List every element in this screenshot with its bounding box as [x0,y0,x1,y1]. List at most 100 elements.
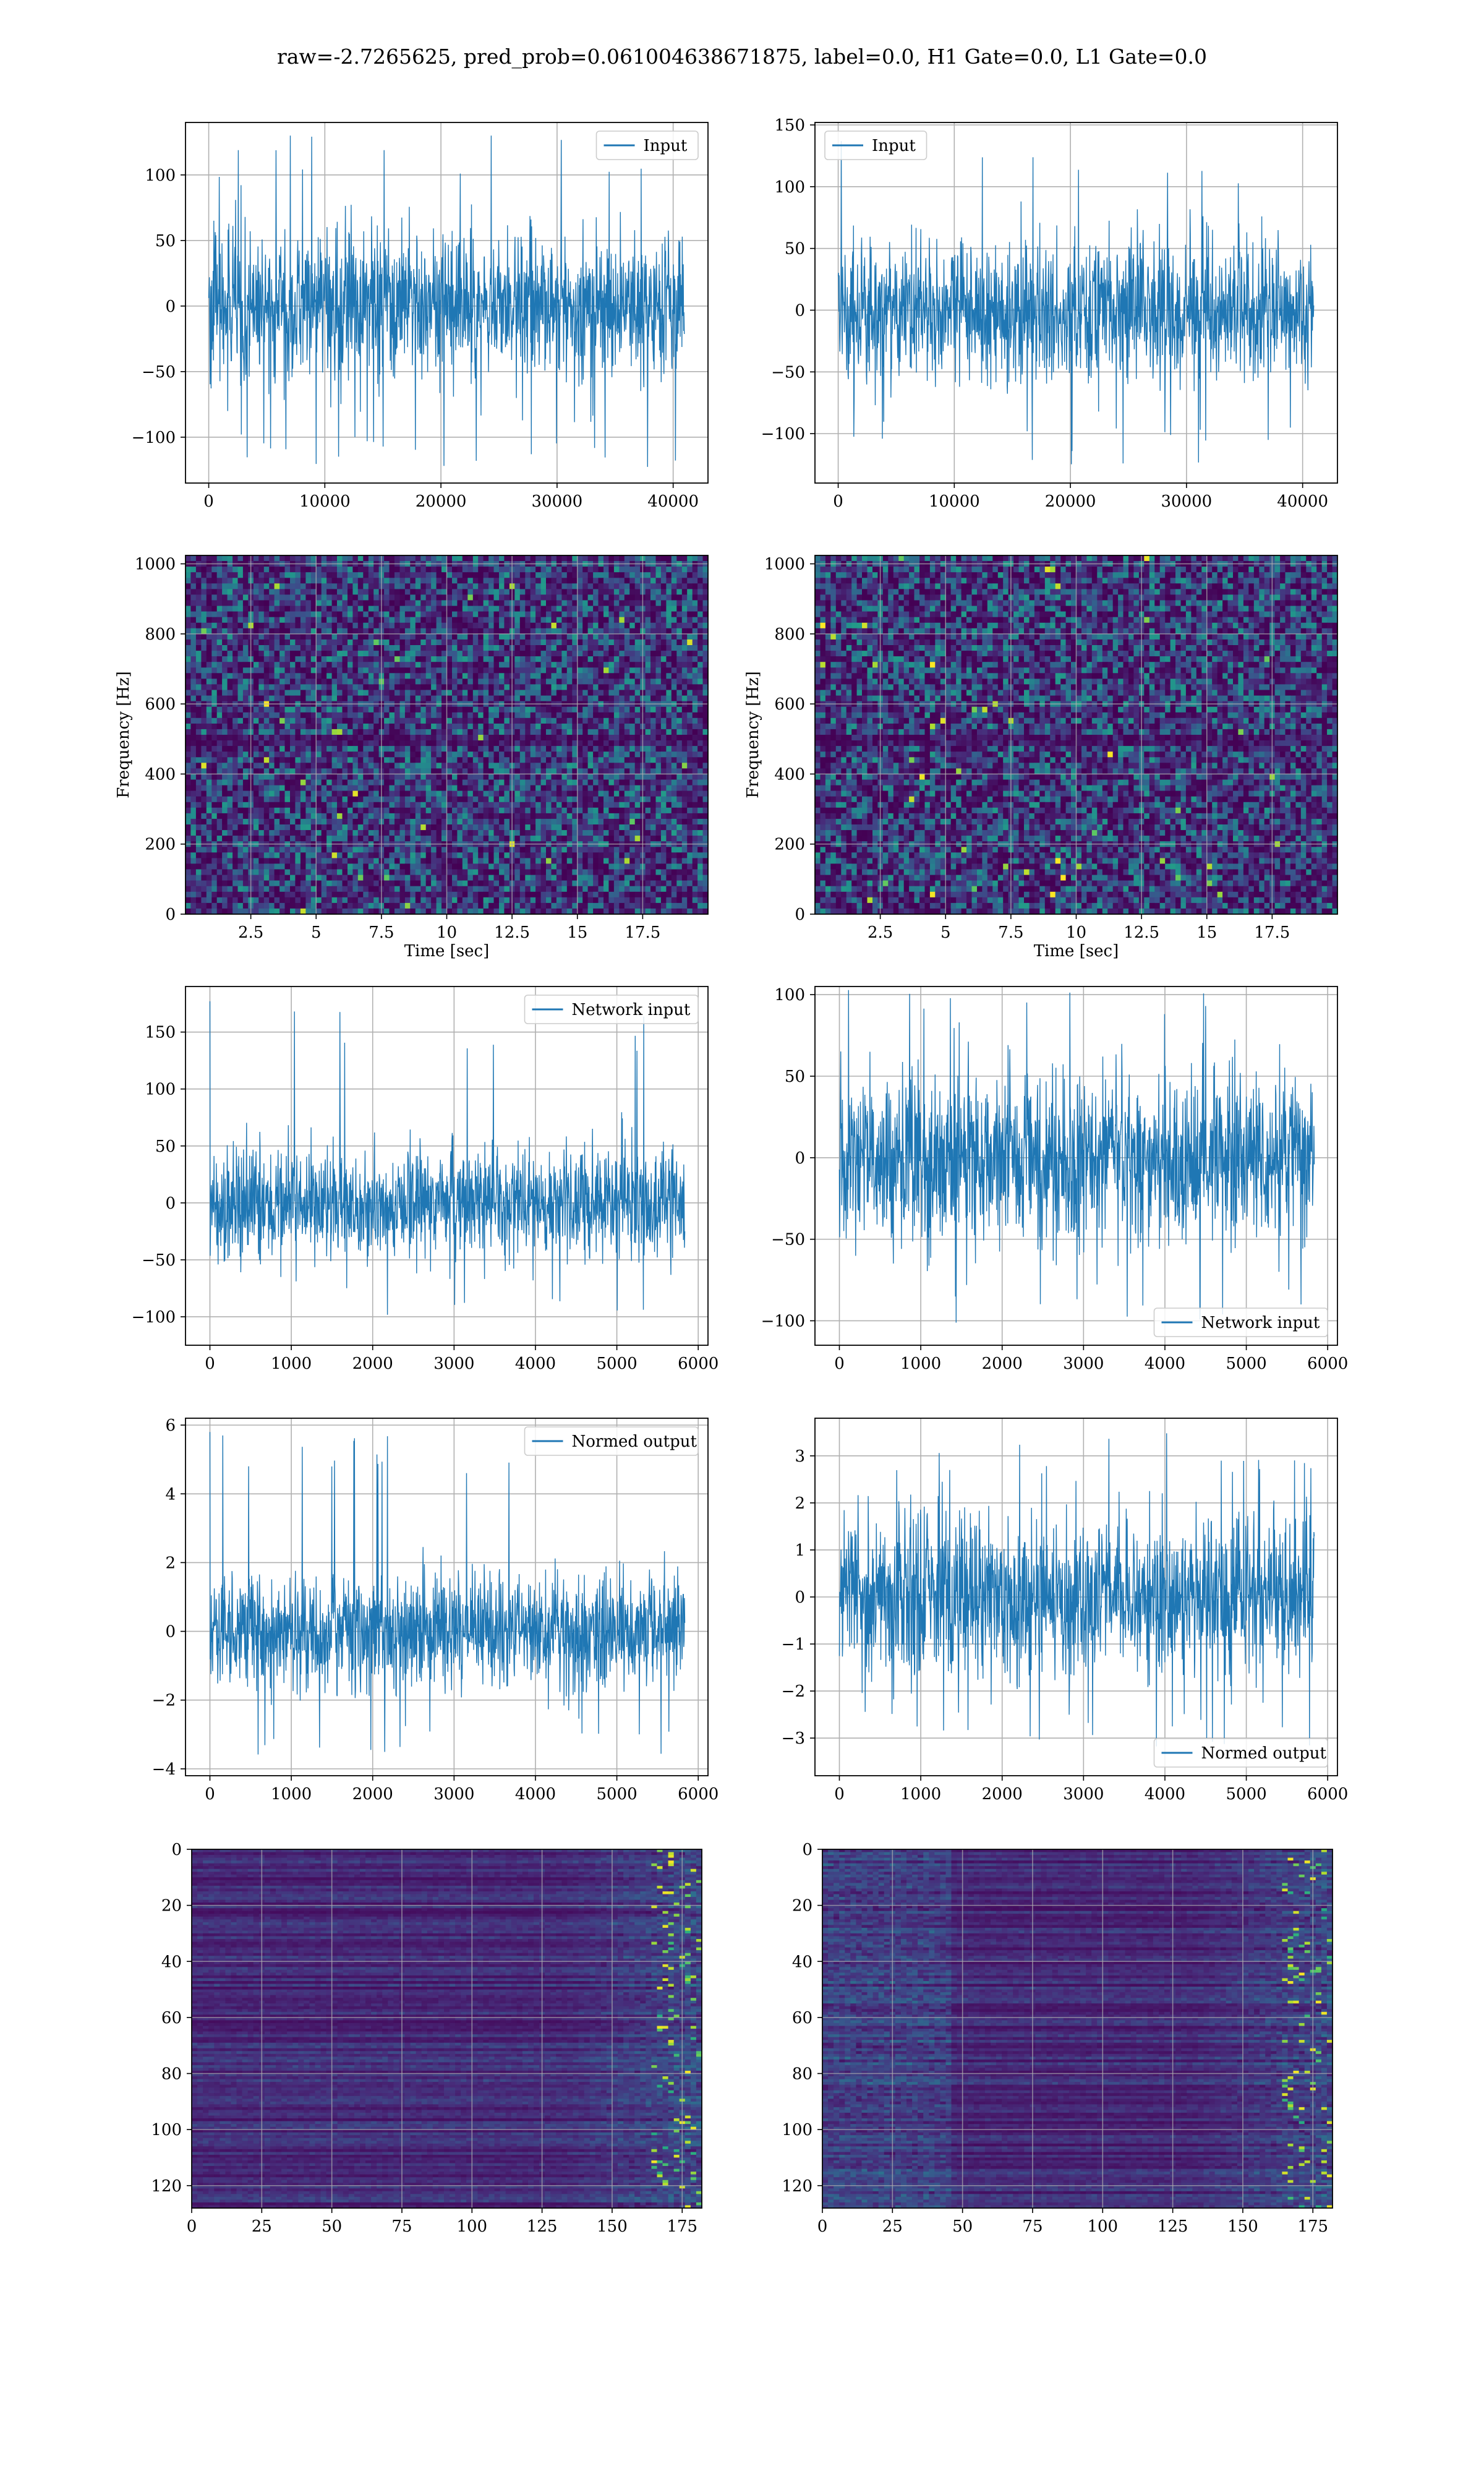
axes-frame [191,1849,702,2209]
x-tick-label: 7.5 [998,923,1023,942]
grid-lines [815,555,1337,914]
chart-spec-h1: 2.5 5 7.5 10 12.5 15 17.5 0 200 400 600 800 1000 Time… [114,555,709,961]
x-tick-label: 50 [322,2217,342,2236]
plot-area [186,1418,708,1776]
x-tick-label: 4000 [515,1355,556,1373]
x-tick-label: 30000 [532,492,583,511]
x-tick-label: 17.5 [1254,923,1290,942]
plot-area [186,122,708,483]
y-tick-label: 400 [774,765,805,784]
y-tick-label: −100 [761,425,805,443]
y-axis-label: Frequency [Hz] [114,671,133,798]
chart-raw-l1: 0 10000 20000 30000 40000 −100 −50 0 50 100 150 Inp… [761,116,1338,511]
y-tick-label: 800 [774,625,805,644]
x-tick-label: 0 [187,2217,197,2236]
x-tick-label: 20000 [1045,492,1096,511]
y-tick-label: 600 [774,695,805,714]
figure-title: raw=-2.7265625, pred_prob=0.061004638671… [0,45,1484,69]
plot-area [822,1849,1333,2208]
x-tick-label: 175 [1297,2217,1328,2236]
y-tick-label: −50 [142,1251,176,1270]
y-tick-label: 60 [792,2009,812,2027]
x-tick-label: 3000 [433,1355,474,1373]
x-tick-label: 10 [437,923,457,942]
legend: Network input [1153,1308,1328,1337]
legend-box [595,131,699,160]
y-tick-label: 4 [165,1485,176,1504]
x-tick-label: 40000 [647,492,699,511]
x-tick-label: 2000 [982,1785,1023,1804]
series-line [838,990,1315,1323]
x-tick-label: 20000 [416,492,467,511]
x-tick-label: 6000 [678,1355,719,1373]
x-tick-label: 25 [252,2217,272,2236]
axes-frame [814,986,1338,1346]
y-tick-label: 3 [795,1447,805,1466]
y-tick-label: −100 [761,1312,805,1330]
x-tick-label: 50 [952,2217,973,2236]
y-tick-label: 0 [802,1841,812,1859]
x-tick-label: 12.5 [1124,923,1159,942]
legend: Input [595,131,699,160]
y-tick-label: 0 [171,1841,182,1859]
series-line [209,1432,686,1755]
x-tick-label: 100 [456,2217,487,2236]
x-tick-label: 0 [834,1785,845,1804]
y-tick-label: −50 [142,363,176,382]
y-tick-label: 1000 [764,555,805,574]
y-tick-label: 100 [145,1081,176,1099]
x-tick-label: 0 [205,1355,215,1373]
axes-frame [822,1849,1333,2209]
y-tick-label: 50 [155,1137,176,1156]
x-tick-label: 75 [391,2217,412,2236]
x-tick-label: 4000 [515,1785,556,1804]
chart-raw-h1: 0 10000 20000 30000 40000 −100 −50 0 50 100 Input [132,122,709,511]
chart-feat-h1: 0 25 50 75 100 125 150 175 0 20 40 60 80 100 120 [151,1841,702,2236]
legend-box [524,995,699,1024]
x-tick-label: 3000 [433,1785,474,1804]
y-tick-label: −2 [152,1692,176,1710]
y-tick-label: −3 [782,1729,805,1748]
legend-label: Input [872,137,916,155]
legend-label: Normed output [1201,1744,1327,1763]
y-axis-label: Frequency [Hz] [744,671,762,798]
x-tick-label: 150 [597,2217,628,2236]
x-tick-label: 1000 [271,1785,312,1804]
y-tick-label: 600 [145,695,176,714]
x-tick-label: 125 [527,2217,558,2236]
legend-label: Network input [1201,1314,1320,1332]
y-tick-label: −100 [132,429,176,447]
grid-lines [822,1849,1333,2208]
x-tick-label: 5000 [1226,1355,1266,1373]
x-tick-label: 0 [203,492,214,511]
y-tick-label: 50 [155,232,176,250]
y-tick-label: 40 [161,1953,182,1971]
y-tick-label: 0 [165,905,176,924]
y-tick-label: 120 [782,2177,812,2196]
x-tick-label: 2000 [352,1785,393,1804]
y-tick-label: 80 [792,2065,812,2084]
y-tick-label: 0 [795,905,805,924]
x-tick-label: 5000 [596,1355,637,1373]
legend-label: Normed output [572,1432,697,1451]
y-tick-label: 100 [151,2121,182,2139]
x-tick-label: 15 [1196,923,1217,942]
y-tick-label: 0 [795,1149,805,1168]
legend-box [524,1426,699,1456]
x-tick-label: 2000 [352,1355,393,1373]
chart-spec-l1: 2.5 5 7.5 10 12.5 15 17.5 0 200 400 600 800 1000 Time… [744,555,1338,961]
axes-frame [185,1418,709,1776]
y-tick-label: 60 [161,2009,182,2027]
plot-area [815,1418,1337,1776]
x-axis-label: Time [sec] [404,942,490,961]
legend-box [1153,1308,1328,1337]
chart-feat-l1: 0 25 50 75 100 125 150 175 0 20 40 60 80 100 120 [782,1841,1333,2236]
x-tick-label: 10000 [299,492,351,511]
legend: Network input [524,995,699,1024]
series-line [209,1001,686,1315]
x-tick-label: 17.5 [625,923,660,942]
x-tick-label: 4000 [1145,1355,1185,1373]
y-tick-label: 0 [165,1623,176,1641]
legend: Normed output [1153,1738,1328,1768]
